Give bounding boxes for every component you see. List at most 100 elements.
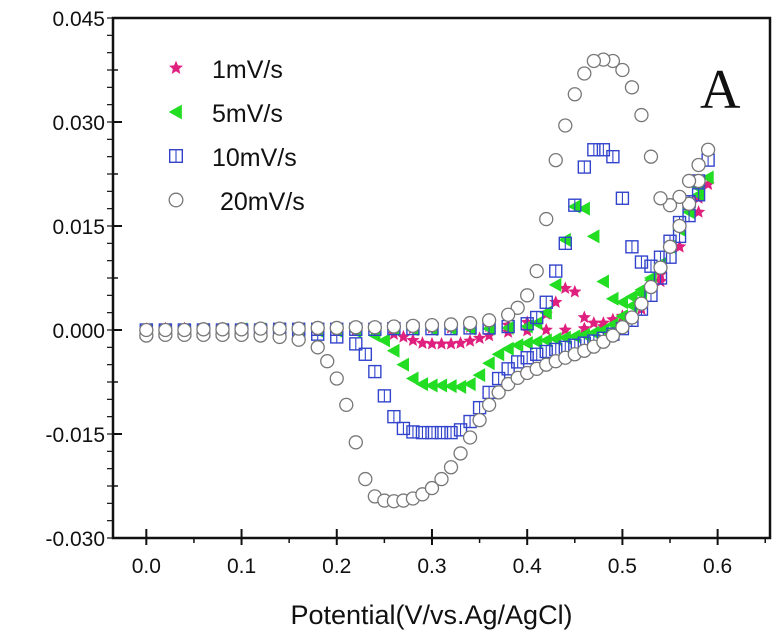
legend-label: 5mV/s (212, 100, 283, 128)
x-tick-label: 0.4 (513, 555, 543, 578)
circle-marker (634, 107, 649, 123)
triangle-marker (624, 298, 638, 313)
y-tick-label: 0.000 (52, 320, 105, 343)
circle-marker (139, 322, 154, 338)
triangle-marker (596, 323, 609, 337)
circle-marker (577, 66, 592, 81)
circle-marker (462, 315, 478, 331)
star-marker (415, 336, 430, 349)
square-marker (634, 255, 649, 269)
triangle-marker (453, 379, 467, 394)
legend-label: 1mV/s (212, 56, 283, 84)
circle-marker (358, 471, 373, 487)
triangle-marker (577, 327, 590, 342)
triangle-marker (605, 291, 619, 306)
circle-marker (424, 317, 440, 333)
x-axis-title: Potential(V/vs.Ag/AgCl) (290, 600, 572, 630)
star-marker (425, 336, 439, 350)
star-marker (453, 336, 468, 349)
circle-marker (520, 288, 535, 303)
circle-marker (510, 300, 525, 315)
panel-label: A (700, 59, 741, 121)
circle-marker (681, 196, 697, 211)
circle-marker (443, 317, 459, 332)
circle-marker (234, 322, 249, 337)
circle-marker (653, 260, 668, 275)
triangle-marker (615, 295, 629, 310)
square-marker (396, 421, 411, 436)
triangle-marker (548, 277, 562, 292)
circle-marker (681, 173, 697, 189)
circle-marker (472, 412, 487, 428)
circle-marker (586, 53, 601, 69)
star-marker (587, 316, 601, 329)
circle-marker (177, 322, 192, 338)
circle-marker (491, 385, 506, 400)
circle-marker (501, 307, 516, 322)
star-marker (169, 60, 183, 74)
triangle-marker (444, 379, 457, 394)
triangle-marker (424, 378, 438, 393)
circle-marker (329, 320, 344, 336)
circle-marker (310, 340, 325, 355)
y-tick-label: 0.045 (52, 8, 105, 31)
circle-marker (662, 239, 678, 254)
circle-marker (672, 189, 687, 205)
square-marker (530, 347, 544, 361)
star-marker (463, 334, 477, 347)
star-marker (472, 331, 487, 344)
triangle-marker (472, 368, 486, 383)
star-marker (406, 333, 420, 347)
circle-marker (624, 310, 640, 325)
circle-marker (434, 471, 449, 487)
circle-marker (662, 198, 678, 213)
circle-marker (672, 218, 687, 234)
square-marker (539, 344, 553, 359)
y-tick-label: 0.015 (52, 216, 105, 239)
square-marker (520, 317, 534, 331)
star-marker (444, 336, 458, 350)
triangle-marker (558, 232, 571, 247)
circle-marker (643, 149, 659, 164)
circle-marker (329, 371, 344, 386)
circle-marker (615, 62, 630, 78)
star-marker (558, 281, 572, 295)
square-marker (558, 236, 572, 251)
circle-marker (320, 354, 335, 369)
circle-marker (605, 328, 621, 343)
circle-marker (367, 320, 382, 335)
square-marker (606, 149, 620, 164)
triangle-marker (501, 341, 514, 356)
circle-marker (481, 397, 497, 413)
circle-marker (643, 279, 659, 295)
square-marker (168, 148, 183, 163)
x-tick-label: 0.2 (322, 555, 351, 578)
circle-marker (168, 192, 184, 208)
square-marker (387, 409, 401, 424)
square-marker (349, 337, 363, 351)
circle-marker (196, 322, 211, 337)
circle-marker (253, 321, 268, 336)
triangle-marker (405, 371, 419, 386)
x-tick-label: 0.1 (227, 555, 256, 578)
legend-label: 20mV/s (220, 188, 305, 216)
square-marker (425, 425, 439, 440)
triangle-marker (624, 289, 638, 304)
triangle-marker (596, 274, 609, 289)
triangle-marker (482, 356, 495, 371)
square-marker (625, 240, 639, 254)
square-marker (520, 351, 534, 365)
square-marker (453, 423, 468, 437)
circle-marker (539, 211, 554, 227)
square-marker (377, 389, 392, 403)
circle-marker (453, 446, 468, 461)
star-marker (396, 329, 411, 343)
triangle-marker (510, 338, 524, 353)
circle-marker (272, 321, 287, 336)
square-marker (501, 362, 515, 376)
x-tick-label: 0.5 (608, 555, 637, 578)
legend: 1mV/s 5mV/s 10mV/s 20mV/s (168, 56, 305, 216)
circle-marker (624, 80, 640, 95)
